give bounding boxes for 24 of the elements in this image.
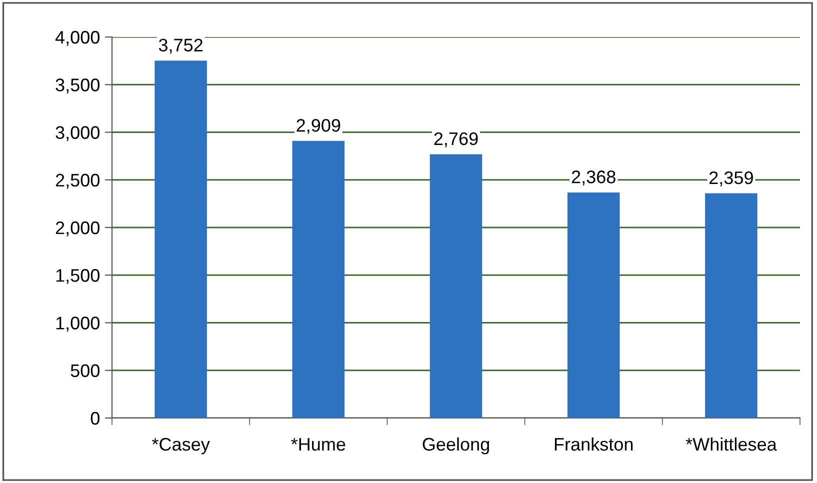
data-label: 3,752 <box>158 38 202 54</box>
x-tick-label: Geelong <box>422 437 489 454</box>
y-tick-label: 500 <box>70 364 100 378</box>
x-tick-label: *Casey <box>152 438 210 454</box>
x-tick-label: Frankston <box>554 437 633 451</box>
y-tick-label: 1,500 <box>56 269 100 284</box>
bar <box>292 140 345 418</box>
bar <box>154 60 207 418</box>
y-tick-label: 3,000 <box>56 126 100 142</box>
y-tick-label: 2,500 <box>56 174 100 189</box>
y-tick-label: 3,500 <box>56 78 100 94</box>
y-tick-label: 1,000 <box>56 316 100 332</box>
data-label: 2,368 <box>572 170 616 186</box>
y-tick-label: 4,000 <box>55 30 100 46</box>
data-label: 2,769 <box>434 132 478 148</box>
bar <box>705 193 758 418</box>
x-tick-label: *Whittlesea <box>686 437 777 451</box>
x-tick-label: *Hume <box>291 438 346 451</box>
bar <box>430 154 482 418</box>
y-tick-label: 2,000 <box>56 221 100 236</box>
y-tick-label: 0 <box>90 412 100 425</box>
data-label: 2,909 <box>296 119 340 134</box>
bar <box>567 192 620 418</box>
data-label: 2,359 <box>710 171 753 186</box>
